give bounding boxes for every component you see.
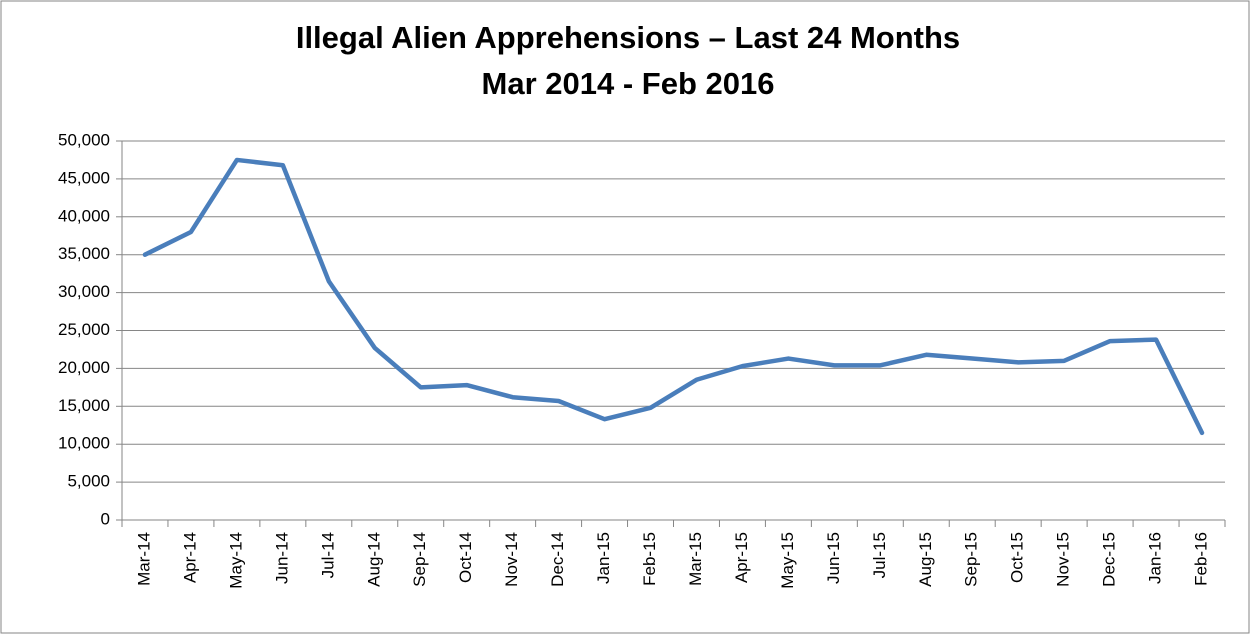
x-tick-label: Jan-16 bbox=[1146, 532, 1165, 584]
x-tick-label: Jun-14 bbox=[272, 532, 291, 584]
y-tick-label: 0 bbox=[101, 509, 110, 528]
y-tick-label: 50,000 bbox=[58, 130, 110, 149]
y-tick-label: 35,000 bbox=[58, 244, 110, 263]
x-tick-label: Nov-15 bbox=[1054, 532, 1073, 587]
x-tick-label: May-14 bbox=[226, 532, 245, 589]
y-tick-label: 30,000 bbox=[58, 282, 110, 301]
x-tick-label: Dec-14 bbox=[548, 532, 567, 587]
x-tick-label: Jan-15 bbox=[594, 532, 613, 584]
x-tick-label: Jul-15 bbox=[870, 532, 889, 578]
line bbox=[142, 157, 1205, 436]
x-tick-label: Jun-15 bbox=[824, 532, 843, 584]
x-tick-label: Dec-15 bbox=[1100, 532, 1119, 587]
x-tick-label: Sep-14 bbox=[410, 532, 429, 587]
y-tick-label: 25,000 bbox=[58, 320, 110, 339]
chart-title: Illegal Alien Apprehensions – Last 24 Mo… bbox=[296, 20, 960, 55]
x-tick-label: May-15 bbox=[778, 532, 797, 589]
x-tick-label: Mar-15 bbox=[686, 532, 705, 586]
y-tick-label: 40,000 bbox=[58, 206, 110, 225]
x-tick-label: Aug-15 bbox=[916, 532, 935, 587]
x-tick-label: Mar-14 bbox=[134, 532, 153, 586]
x-tick-label: Aug-14 bbox=[364, 532, 383, 587]
x-tick-label: Jul-14 bbox=[318, 532, 337, 578]
y-tick-label: 5,000 bbox=[67, 472, 110, 491]
x-tick-label: Oct-14 bbox=[456, 532, 475, 583]
x-tick-label: Apr-15 bbox=[732, 532, 751, 583]
y-tick-label: 20,000 bbox=[58, 358, 110, 377]
y-tick-label: 10,000 bbox=[58, 434, 110, 453]
x-tick-label: Feb-15 bbox=[640, 532, 659, 586]
x-tick-label: Sep-15 bbox=[962, 532, 981, 587]
x-tick-label: Apr-14 bbox=[180, 532, 199, 583]
x-tick-label: Nov-14 bbox=[502, 532, 521, 587]
x-tick-label: Oct-15 bbox=[1008, 532, 1027, 583]
y-tick-label: 15,000 bbox=[58, 396, 110, 415]
chart-subtitle: Mar 2014 - Feb 2016 bbox=[482, 66, 775, 101]
x-tick-label: Feb-16 bbox=[1192, 532, 1211, 586]
y-tick-label: 45,000 bbox=[58, 168, 110, 187]
